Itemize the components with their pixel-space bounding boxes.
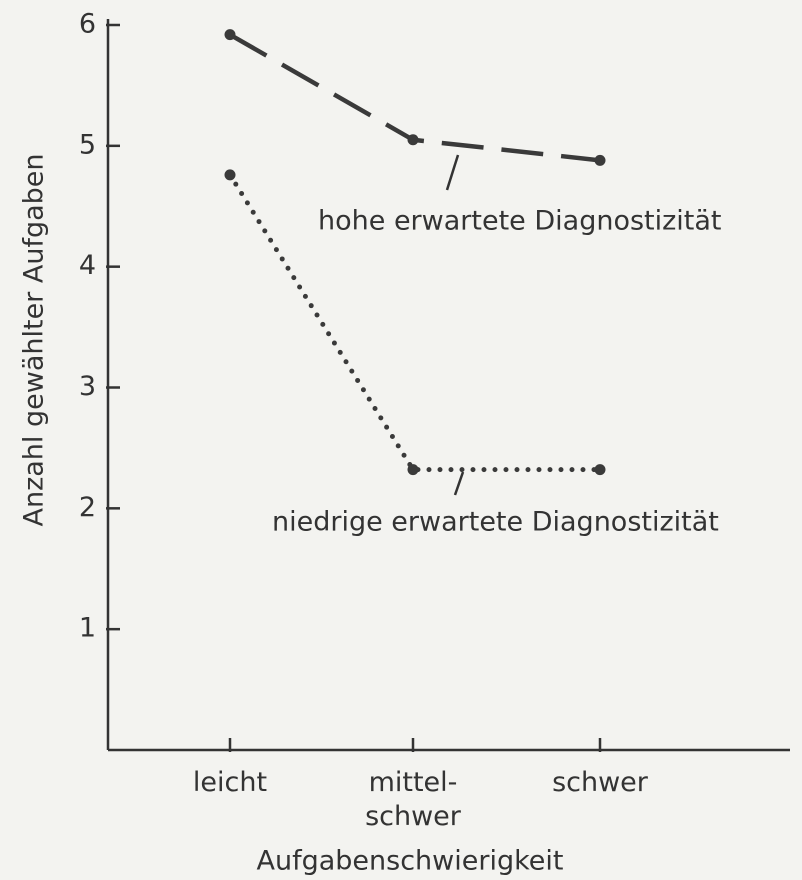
point	[594, 464, 606, 476]
x-tick-label: leicht	[192, 767, 268, 798]
y-axis-label: Anzahl gewählter Aufgaben	[19, 153, 50, 526]
leader-line	[453, 471, 465, 496]
point	[594, 154, 606, 166]
y-tick-label: 6	[79, 9, 96, 40]
y-tick-label: 2	[79, 492, 96, 523]
series-line	[227, 172, 603, 473]
x-tick-label: schwer	[552, 767, 648, 798]
y-tick-label: 5	[79, 129, 96, 160]
point	[407, 464, 419, 476]
x-tick-label: mittel- schwer	[365, 767, 461, 832]
y-tick-label: 3	[79, 371, 96, 402]
series-label: hohe erwartete Diagnostizität	[318, 206, 722, 237]
y-tick-label: 1	[79, 613, 96, 644]
point	[407, 134, 419, 146]
point	[224, 29, 236, 41]
series-label: niedrige erwartete Diagnostizität	[272, 507, 719, 538]
y-tick-label: 4	[79, 250, 96, 281]
x-axis-label: Aufgabenschwierigkeit	[257, 846, 564, 877]
leader-line	[445, 154, 460, 191]
point	[224, 169, 236, 181]
